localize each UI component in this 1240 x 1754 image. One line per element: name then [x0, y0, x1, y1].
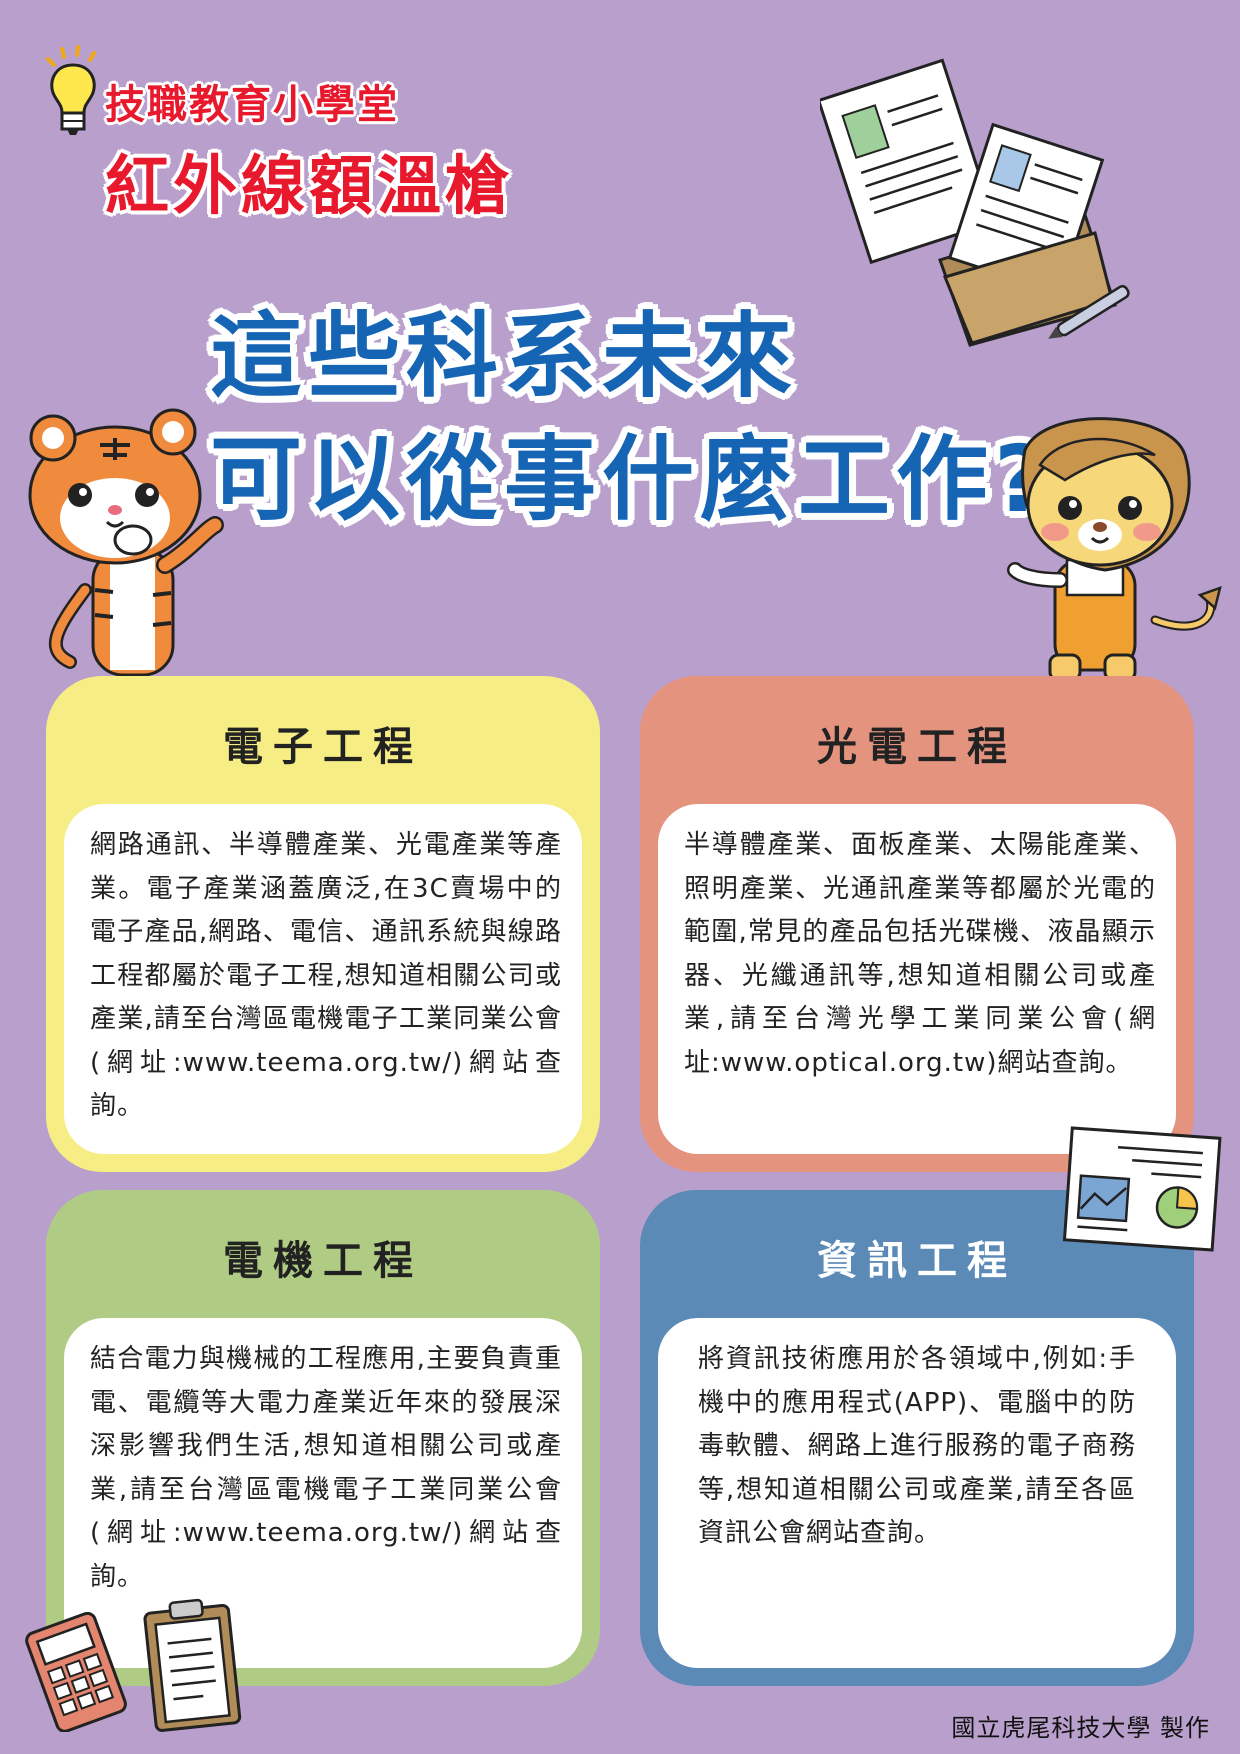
card-body-text: 將資訊技術應用於各領域中,例如:手機中的應用程式(APP)、電腦中的防毒軟體、網…	[698, 1344, 1136, 1548]
clipboard-icon	[143, 1598, 242, 1732]
question-line-1: 這些科系未來	[210, 303, 799, 410]
card-body-text: 網路通訊、半導體產業、光電產業等產業。電子產業涵蓋廣泛,在3C賣場中的電子產品,…	[90, 830, 562, 1121]
card-title: 電機工程	[223, 1238, 423, 1284]
lightbulb-icon	[46, 45, 96, 135]
card-body-box: 將資訊技術應用於各領域中,例如:手機中的應用程式(APP)、電腦中的防毒軟體、網…	[658, 1318, 1176, 1668]
card-optoelectronic-engineering: 光電工程 半導體產業、面板產業、太陽能產業、照明產業、光通訊產業等都屬於光電的範…	[640, 676, 1194, 1172]
chart-board-illustration	[1062, 1126, 1222, 1252]
card-title: 電子工程	[223, 724, 423, 770]
card-body-box: 半導體產業、面板產業、太陽能產業、照明產業、光通訊產業等都屬於光電的範圍,常見的…	[658, 804, 1176, 1154]
footer-credit: 國立虎尾科技大學 製作	[951, 1714, 1210, 1742]
card-electronic-engineering: 電子工程 網路通訊、半導體產業、光電產業等產業。電子產業涵蓋廣泛,在3C賣場中的…	[46, 676, 600, 1172]
page-title: 紅外線額溫槍	[105, 150, 513, 224]
documents-illustration	[820, 58, 1130, 347]
card-title: 光電工程	[817, 724, 1017, 770]
series-title: 技職教育小學堂	[105, 82, 399, 128]
card-body-box: 網路通訊、半導體產業、光電產業等產業。電子產業涵蓋廣泛,在3C賣場中的電子產品,…	[64, 804, 582, 1154]
card-title: 資訊工程	[817, 1238, 1017, 1284]
card-information-engineering: 資訊工程 將資訊技術應用於各領域中,例如:手機中的應用程式(APP)、電腦中的防…	[640, 1190, 1194, 1686]
lion-mascot	[1007, 417, 1222, 682]
card-body-box: 結合電力與機械的工程應用,主要負責重電、電纜等大電力產業近年來的發展深深影響我們…	[64, 1318, 582, 1668]
card-body-text: 半導體產業、面板產業、太陽能產業、照明產業、光通訊產業等都屬於光電的範圍,常見的…	[684, 830, 1156, 1078]
calculator-icon	[25, 1612, 127, 1732]
card-body-text: 結合電力與機械的工程應用,主要負責重電、電纜等大電力產業近年來的發展深深影響我們…	[90, 1344, 562, 1592]
card-electrical-engineering: 電機工程 結合電力與機械的工程應用,主要負責重電、電纜等大電力產業近年來的發展深…	[46, 1190, 600, 1686]
tiger-mascot	[28, 408, 224, 677]
question-line-2: 可以從事什麼工作?	[210, 426, 1054, 533]
